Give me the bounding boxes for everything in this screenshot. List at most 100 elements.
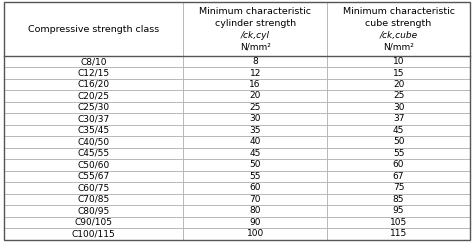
Bar — [183, 194, 327, 205]
Bar — [4, 136, 183, 148]
Bar — [183, 217, 327, 228]
Bar — [327, 148, 470, 159]
Bar — [183, 113, 327, 125]
Text: 12: 12 — [249, 68, 261, 77]
Text: 45: 45 — [393, 126, 404, 135]
Text: C55/67: C55/67 — [77, 172, 109, 181]
Bar — [183, 205, 327, 217]
Bar — [327, 171, 470, 182]
Text: 30: 30 — [393, 103, 404, 112]
Bar — [4, 56, 183, 67]
Bar — [327, 228, 470, 240]
Bar — [327, 67, 470, 79]
Text: C20/25: C20/25 — [78, 91, 109, 100]
Text: C35/45: C35/45 — [78, 126, 109, 135]
Bar — [183, 228, 327, 240]
Text: /ck,cyl: /ck,cyl — [241, 30, 270, 39]
Bar — [183, 125, 327, 136]
Text: C16/20: C16/20 — [78, 80, 109, 89]
Bar — [183, 136, 327, 148]
Text: 20: 20 — [249, 91, 261, 100]
Bar — [183, 2, 327, 56]
Bar — [327, 102, 470, 113]
Text: N/mm²: N/mm² — [240, 42, 271, 51]
Text: C100/115: C100/115 — [72, 229, 116, 238]
Bar — [327, 113, 470, 125]
Text: 25: 25 — [393, 91, 404, 100]
Bar — [4, 159, 183, 171]
Text: /ck,cube: /ck,cube — [380, 30, 418, 39]
Text: C12/15: C12/15 — [78, 68, 109, 77]
Text: C30/37: C30/37 — [77, 114, 109, 123]
Text: 55: 55 — [393, 149, 404, 158]
Text: C8/10: C8/10 — [80, 57, 107, 66]
Text: C25/30: C25/30 — [78, 103, 109, 112]
Text: N/mm²: N/mm² — [383, 42, 414, 51]
Bar — [4, 125, 183, 136]
Text: 45: 45 — [249, 149, 261, 158]
Text: C60/75: C60/75 — [77, 183, 109, 192]
Text: 40: 40 — [249, 137, 261, 146]
Text: 8: 8 — [252, 57, 258, 66]
Text: 85: 85 — [393, 195, 404, 204]
Bar — [4, 148, 183, 159]
Text: C45/55: C45/55 — [78, 149, 109, 158]
Text: 80: 80 — [249, 206, 261, 215]
Text: 25: 25 — [249, 103, 261, 112]
Bar — [4, 171, 183, 182]
Bar — [327, 159, 470, 171]
Text: 16: 16 — [249, 80, 261, 89]
Bar — [183, 171, 327, 182]
Bar — [183, 56, 327, 67]
Text: C80/95: C80/95 — [77, 206, 109, 215]
Text: 75: 75 — [393, 183, 404, 192]
Text: Compressive strength class: Compressive strength class — [28, 25, 159, 34]
Text: 67: 67 — [393, 172, 404, 181]
Bar — [327, 56, 470, 67]
Bar — [327, 217, 470, 228]
Text: cylinder strength: cylinder strength — [215, 19, 296, 28]
Bar — [4, 113, 183, 125]
Text: 100: 100 — [246, 229, 264, 238]
Bar — [4, 2, 183, 56]
Bar — [183, 102, 327, 113]
Bar — [327, 205, 470, 217]
Text: 55: 55 — [249, 172, 261, 181]
Text: C70/85: C70/85 — [77, 195, 109, 204]
Bar — [4, 102, 183, 113]
Text: 50: 50 — [393, 137, 404, 146]
Text: 30: 30 — [249, 114, 261, 123]
Bar — [4, 217, 183, 228]
Bar — [327, 136, 470, 148]
Text: 50: 50 — [249, 160, 261, 169]
Bar — [327, 182, 470, 194]
Bar — [327, 90, 470, 102]
Bar — [183, 182, 327, 194]
Bar — [327, 125, 470, 136]
Bar — [183, 67, 327, 79]
Bar — [4, 90, 183, 102]
Bar — [327, 194, 470, 205]
Bar — [183, 159, 327, 171]
Bar — [327, 2, 470, 56]
Bar — [4, 228, 183, 240]
Bar — [4, 182, 183, 194]
Bar — [4, 79, 183, 90]
Text: C40/50: C40/50 — [78, 137, 109, 146]
Text: C90/105: C90/105 — [74, 218, 113, 227]
Text: 37: 37 — [393, 114, 404, 123]
Text: C50/60: C50/60 — [77, 160, 109, 169]
Text: 70: 70 — [249, 195, 261, 204]
Text: 60: 60 — [393, 160, 404, 169]
Text: 10: 10 — [393, 57, 404, 66]
Text: 20: 20 — [393, 80, 404, 89]
Text: 35: 35 — [249, 126, 261, 135]
Bar — [4, 205, 183, 217]
Text: 115: 115 — [390, 229, 407, 238]
Text: Minimum characteristic: Minimum characteristic — [199, 7, 311, 16]
Text: 105: 105 — [390, 218, 407, 227]
Text: Minimum characteristic: Minimum characteristic — [343, 7, 455, 16]
Text: 15: 15 — [393, 68, 404, 77]
Bar — [4, 67, 183, 79]
Bar — [183, 79, 327, 90]
